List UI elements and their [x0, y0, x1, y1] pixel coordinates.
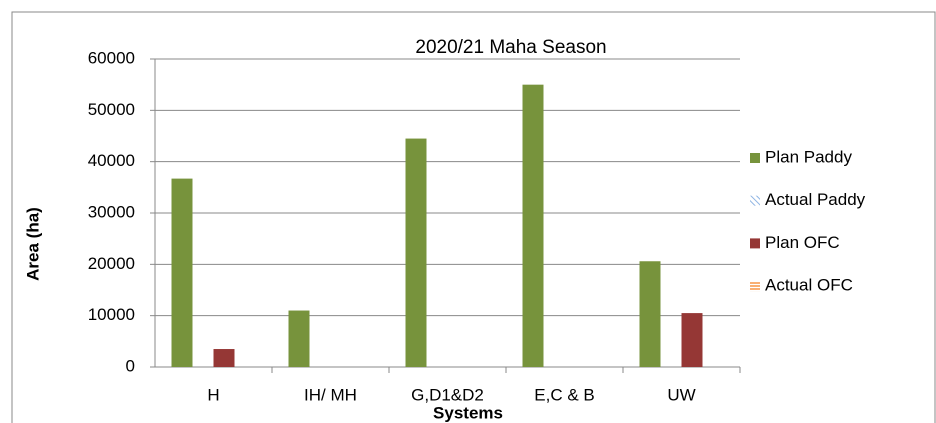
y-tick-label: 10000 [88, 305, 135, 324]
legend-swatch [750, 195, 760, 206]
y-tick-label: 50000 [88, 100, 135, 119]
legend-swatch [750, 153, 760, 163]
chart-title: 2020/21 Maha Season [415, 37, 606, 58]
x-tick-label: UW [667, 385, 695, 404]
legend-label: Plan Paddy [765, 147, 852, 166]
y-tick-label: 60000 [88, 48, 135, 67]
legend-label: Plan OFC [765, 233, 840, 252]
bar [639, 261, 661, 367]
y-tick-label: 30000 [88, 202, 135, 221]
legend-label: Actual OFC [765, 276, 853, 295]
bar [522, 84, 544, 368]
x-tick-label: E,C & B [534, 385, 594, 404]
y-tick-label: 20000 [88, 254, 135, 273]
y-axis-label: Area (ha) [23, 207, 42, 281]
bar [405, 138, 427, 367]
bar [288, 310, 310, 367]
x-tick-label: H [207, 385, 219, 404]
bar [681, 313, 703, 367]
legend-label: Actual Paddy [765, 190, 866, 209]
x-tick-label: IH/ MH [304, 385, 357, 404]
bar [171, 178, 193, 367]
legend-swatch [750, 281, 760, 292]
bar [213, 349, 235, 367]
chart-frame [11, 11, 936, 423]
y-tick-label: 40000 [88, 151, 135, 170]
x-axis-label: Systems [433, 403, 503, 422]
legend-swatch [750, 238, 760, 249]
x-tick-label: G,D1&D2 [411, 385, 484, 404]
y-tick-label: 0 [126, 356, 135, 375]
